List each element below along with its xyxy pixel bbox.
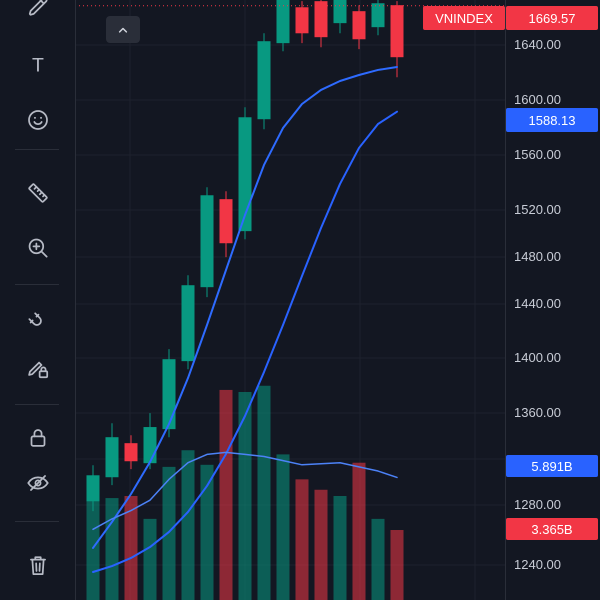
price-chart[interactable] [75, 0, 505, 600]
candles [86, 0, 404, 512]
pencil-lock-icon [27, 361, 48, 379]
draw-tool-button[interactable] [24, 0, 52, 19]
lock-tool-button[interactable] [24, 424, 52, 452]
remove-drawings-tool-button[interactable] [24, 551, 52, 579]
magnet-tool-button[interactable] [24, 308, 52, 336]
toolbar-divider [15, 521, 59, 522]
toolbar-divider [15, 284, 59, 285]
smiley-icon [27, 110, 48, 130]
chevron-up-icon [118, 27, 128, 33]
price-axis[interactable]: 1640.00 1600.00 1560.00 1520.00 1480.00 1440.… [505, 0, 600, 600]
text-icon: T [32, 55, 44, 77]
axis-price-label: 1560.00 [514, 147, 561, 162]
axis-price-label: 1600.00 [514, 92, 561, 107]
drawing-toolbar: T [0, 0, 76, 600]
last-price-badge: 1669.57 [506, 6, 598, 30]
axis-price-label: 1240.00 [514, 557, 561, 572]
pen-icon [28, 0, 47, 16]
zoom-in-tool-button[interactable] [24, 234, 52, 262]
ma-fast-line [92, 65, 398, 549]
hide-drawings-tool-button[interactable] [24, 469, 52, 497]
ma-value-badge: 1588.13 [506, 108, 598, 132]
emoji-tool-button[interactable] [24, 106, 52, 134]
volume-bars [86, 385, 404, 600]
volume-ma-line [92, 451, 398, 531]
axis-price-label: 1400.00 [514, 350, 561, 365]
grid-lines [75, 0, 505, 600]
magnifier-icon [28, 238, 48, 258]
trash-icon [29, 556, 46, 575]
axis-price-label: 1440.00 [514, 296, 561, 311]
svg-text:T: T [32, 55, 44, 77]
volume-badge: 3.365B [506, 518, 598, 540]
ma-slow-line [92, 110, 398, 573]
volume-ma-badge: 5.891B [506, 455, 598, 477]
text-tool-button[interactable]: T [24, 51, 52, 79]
lock-icon [30, 429, 45, 447]
measure-tool-button[interactable] [24, 179, 52, 207]
lock-drawings-tool-button[interactable] [24, 354, 52, 382]
axis-price-label: 1520.00 [514, 202, 561, 217]
symbol-badge: VNINDEX [423, 6, 505, 30]
axis-price-label: 1480.00 [514, 249, 561, 264]
magnet-icon [27, 312, 42, 326]
axis-price-label: 1640.00 [514, 37, 561, 52]
collapse-toolbar-button[interactable] [106, 16, 140, 43]
axis-price-label: 1280.00 [514, 497, 561, 512]
toolbar-divider [15, 404, 59, 405]
toolbar-divider [15, 149, 59, 150]
ruler-icon [27, 183, 48, 203]
axis-price-label: 1360.00 [514, 405, 561, 420]
eye-slash-icon [26, 475, 49, 491]
